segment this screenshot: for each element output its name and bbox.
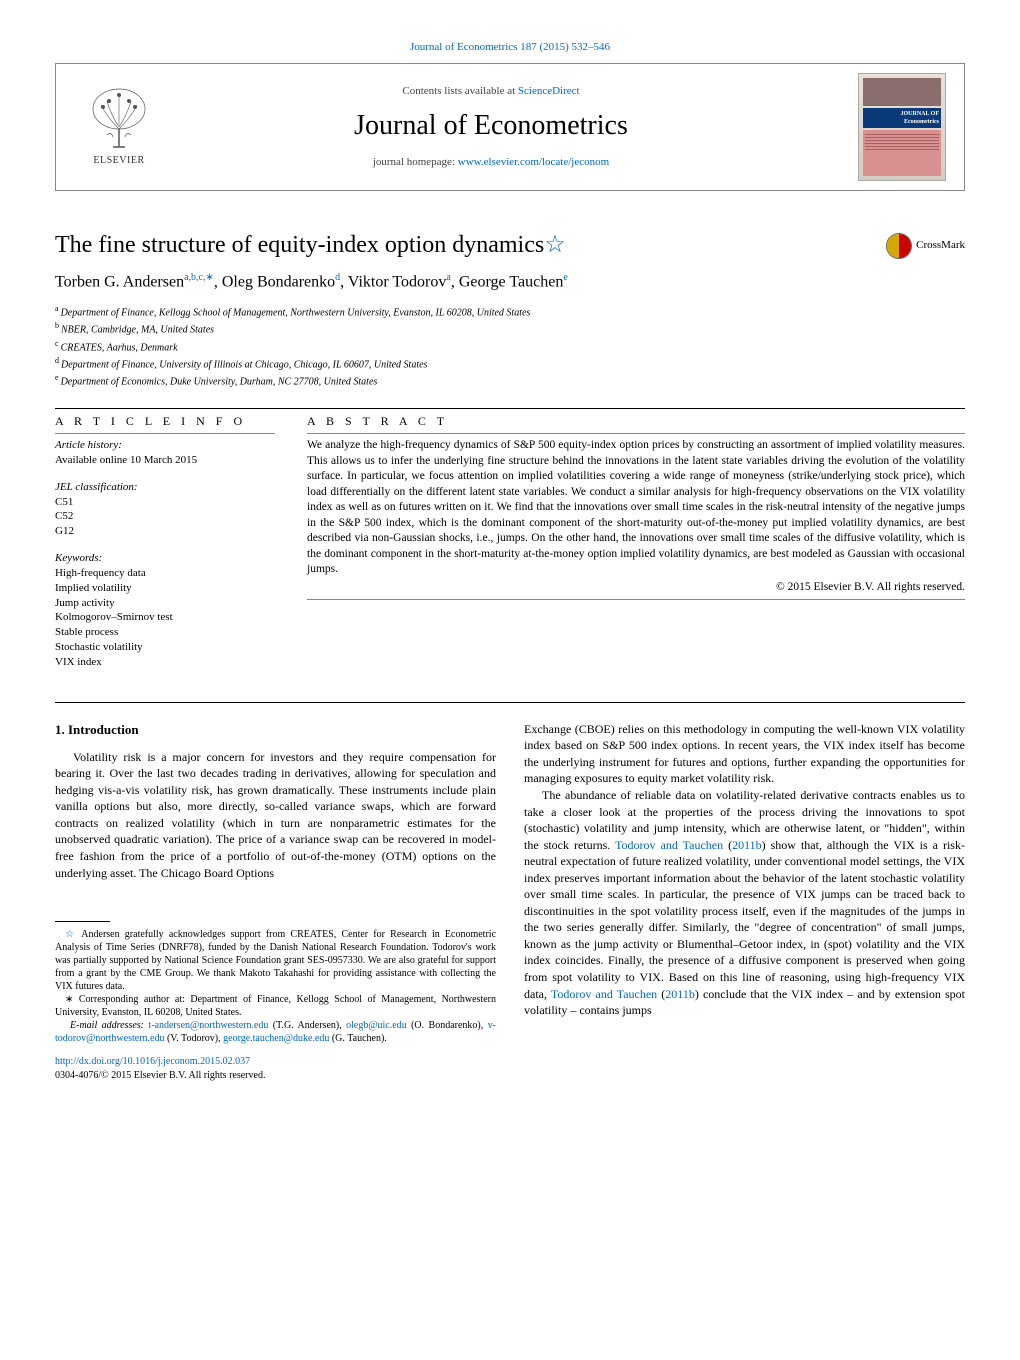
journal-name: Journal of Econometrics bbox=[124, 107, 858, 145]
email-tauchen[interactable]: george.tauchen@duke.edu bbox=[223, 1033, 329, 1044]
affiliation-d: Department of Finance, University of Ill… bbox=[61, 359, 427, 370]
abstract-copyright: © 2015 Elsevier B.V. All rights reserved… bbox=[307, 580, 965, 596]
email-andersen[interactable]: t-andersen@northwestern.edu bbox=[148, 1020, 268, 1031]
keyword-7: VIX index bbox=[55, 655, 275, 670]
author-4: George Tauchen bbox=[459, 274, 563, 291]
keyword-3: Jump activity bbox=[55, 596, 275, 611]
intro-heading: 1. Introduction bbox=[55, 721, 496, 739]
email-bondarenko[interactable]: olegb@uic.edu bbox=[346, 1020, 407, 1031]
keyword-6: Stochastic volatility bbox=[55, 640, 275, 655]
intro-p1: Volatility risk is a major concern for i… bbox=[55, 749, 496, 881]
article-info-heading: A R T I C L E I N F O bbox=[55, 413, 275, 429]
jel-2: C52 bbox=[55, 509, 275, 524]
contents-available: Contents lists available at ScienceDirec… bbox=[124, 84, 858, 99]
footnote-corresponding: ∗ Corresponding author at: Department of… bbox=[55, 993, 496, 1019]
author-4-affil[interactable]: e bbox=[563, 272, 567, 283]
doi: http://dx.doi.org/10.1016/j.jeconom.2015… bbox=[55, 1055, 496, 1069]
keyword-4: Kolmogorov–Smirnov test bbox=[55, 610, 275, 625]
journal-homepage: journal homepage: www.elsevier.com/locat… bbox=[124, 155, 858, 170]
keyword-1: High-frequency data bbox=[55, 566, 275, 581]
keyword-2: Implied volatility bbox=[55, 581, 275, 596]
ref-year-2[interactable]: 2011b bbox=[665, 987, 695, 1001]
intro-p2a: Exchange (CBOE) relies on this methodolo… bbox=[524, 721, 965, 787]
footnote-emails: E-mail addresses: t-andersen@northwester… bbox=[55, 1019, 496, 1045]
jel-label: JEL classification: bbox=[55, 480, 275, 495]
author-2: Oleg Bondarenko bbox=[222, 274, 335, 291]
affiliations: aDepartment of Finance, Kellogg School o… bbox=[55, 303, 965, 390]
crossmark-icon bbox=[886, 233, 912, 259]
ref-todorov-tauchen-1[interactable]: Todorov and Tauchen bbox=[615, 838, 723, 852]
journal-citation: Journal of Econometrics 187 (2015) 532–5… bbox=[55, 40, 965, 55]
crossmark-badge[interactable]: CrossMark bbox=[886, 233, 965, 259]
title-footnote-mark[interactable]: ☆ bbox=[544, 232, 566, 258]
sciencedirect-link[interactable]: ScienceDirect bbox=[518, 85, 580, 97]
elsevier-tree-icon bbox=[89, 87, 149, 152]
authors-line: Torben G. Andersena,b,c,∗, Oleg Bondaren… bbox=[55, 271, 965, 293]
jel-1: C51 bbox=[55, 495, 275, 510]
jel-3: G12 bbox=[55, 524, 275, 539]
article-title: The fine structure of equity-index optio… bbox=[55, 229, 566, 261]
journal-header: ELSEVIER Contents lists available at Sci… bbox=[55, 63, 965, 191]
author-3-affil[interactable]: a bbox=[446, 272, 450, 283]
doi-link[interactable]: http://dx.doi.org/10.1016/j.jeconom.2015… bbox=[55, 1056, 250, 1067]
keyword-5: Stable process bbox=[55, 625, 275, 640]
ref-todorov-tauchen-2[interactable]: Todorov and Tauchen bbox=[551, 987, 657, 1001]
author-2-affil[interactable]: d bbox=[335, 272, 340, 283]
footnote-separator bbox=[55, 921, 110, 922]
affiliation-c: CREATES, Aarhus, Denmark bbox=[61, 342, 178, 353]
issn-copyright: 0304-4076/© 2015 Elsevier B.V. All right… bbox=[55, 1069, 496, 1083]
keywords-label: Keywords: bbox=[55, 551, 275, 566]
article-history-label: Article history: bbox=[55, 438, 275, 453]
author-1-affil[interactable]: a,b,c,∗ bbox=[184, 272, 214, 283]
abstract-heading: A B S T R A C T bbox=[307, 413, 965, 429]
journal-citation-link[interactable]: Journal of Econometrics 187 (2015) 532–5… bbox=[410, 41, 610, 53]
footnote-funding: ☆ Andersen gratefully acknowledges suppo… bbox=[55, 928, 496, 993]
affiliation-a: Department of Finance, Kellogg School of… bbox=[61, 307, 531, 318]
abstract-text: We analyze the high-frequency dynamics o… bbox=[307, 438, 965, 578]
ref-year-1[interactable]: 2011b bbox=[732, 838, 762, 852]
affiliation-b: NBER, Cambridge, MA, United States bbox=[61, 325, 214, 336]
article-history-text: Available online 10 March 2015 bbox=[55, 453, 275, 468]
author-3: Viktor Todorov bbox=[348, 274, 447, 291]
author-1: Torben G. Andersen bbox=[55, 274, 184, 291]
affiliation-e: Department of Economics, Duke University… bbox=[61, 377, 378, 388]
journal-cover-thumbnail: JOURNAL OF Econometrics bbox=[858, 73, 946, 181]
intro-p2b: The abundance of reliable data on volati… bbox=[524, 787, 965, 1019]
crossmark-label: CrossMark bbox=[916, 238, 965, 253]
homepage-link[interactable]: www.elsevier.com/locate/jeconom bbox=[458, 156, 609, 168]
